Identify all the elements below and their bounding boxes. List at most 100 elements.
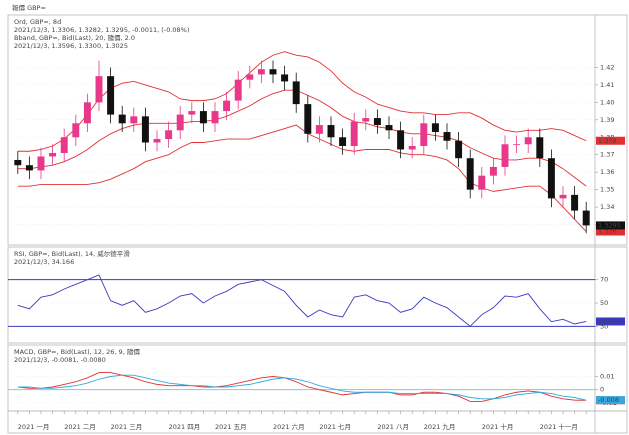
- candle-body: [246, 74, 254, 80]
- candle-body: [501, 144, 509, 167]
- last-value-label: 1.378: [598, 137, 617, 145]
- candle-body: [269, 69, 277, 75]
- last-value-label: 1.3295: [598, 221, 621, 229]
- candle-body: [571, 194, 579, 211]
- candle-body: [397, 130, 405, 150]
- page-header: 報價 GBP=: [12, 3, 46, 12]
- candle-body: [107, 76, 115, 115]
- y-tick-label: 0: [600, 386, 604, 394]
- candle-body: [304, 104, 312, 134]
- candle-body: [408, 146, 416, 150]
- rsi-panel: [7, 246, 628, 344]
- candle-body: [478, 175, 486, 190]
- last-value-label: 1.326: [598, 228, 617, 236]
- time-axis: [7, 410, 628, 434]
- series-line: [17, 124, 587, 232]
- y-tick-label: 1.35: [600, 186, 614, 194]
- candle-body: [327, 125, 335, 138]
- candle-body: [489, 166, 497, 176]
- candle-body: [49, 152, 57, 157]
- candle-body: [559, 194, 567, 199]
- last-value-label: -0.008: [598, 396, 619, 404]
- y-tick-label: 50: [600, 299, 608, 307]
- candle-body: [153, 139, 161, 143]
- info-line: 2021/12/3, -0.0081, -0.0080: [14, 356, 106, 364]
- candle-body: [141, 116, 149, 143]
- candle-body: [72, 123, 80, 138]
- last-value-box: [596, 136, 625, 145]
- candle-body: [373, 118, 381, 126]
- y-tick-label: 1.34: [600, 203, 614, 211]
- candle-body: [339, 137, 347, 146]
- x-tick-label: 2021 一月: [18, 423, 50, 431]
- candle-body: [466, 158, 474, 190]
- y-tick-label: 30: [600, 322, 608, 330]
- y-tick-label: 70: [600, 276, 608, 284]
- candle-body: [37, 156, 45, 171]
- candle-body: [165, 130, 173, 140]
- candle-body: [315, 125, 323, 134]
- candle-body: [385, 125, 393, 131]
- candle-body: [350, 121, 358, 146]
- x-tick-label: 2021 六月: [273, 422, 305, 431]
- candle-body: [281, 74, 289, 82]
- candle-body: [431, 123, 439, 133]
- y-tick-label: 1.36: [600, 168, 614, 176]
- y-tick-label: 1.41: [600, 81, 614, 89]
- y-tick-label: 1.37: [600, 151, 614, 159]
- info-line: Ord, GBP=, 8d: [14, 18, 61, 26]
- y-tick-label: 0.01: [600, 373, 614, 381]
- last-value-box: [596, 227, 625, 236]
- last-value-box: [596, 317, 625, 326]
- candle-body: [524, 137, 532, 145]
- candle-body: [536, 137, 544, 159]
- x-tick-label: 2021 二月: [64, 423, 96, 431]
- x-tick-label: 2021 十一月: [540, 422, 578, 431]
- candle-body: [95, 76, 103, 103]
- series-line: [17, 274, 587, 327]
- x-tick-label: 2021 三月: [111, 423, 143, 431]
- candle-body: [130, 116, 138, 124]
- info-line: Bband, GBP=, Bid(Last), 20, 隨價, 2.0: [14, 33, 135, 42]
- candle-body: [234, 79, 242, 101]
- candle-body: [188, 111, 196, 115]
- x-tick-label: 2021 七月: [319, 422, 351, 431]
- last-value-box: [596, 221, 625, 230]
- x-tick-label: 2021 四月: [169, 423, 201, 431]
- x-tick-label: 2021 九月: [424, 422, 456, 431]
- series-line: [17, 89, 587, 187]
- series-line: [17, 374, 587, 401]
- info-line: 2021/12/3, 34.166: [14, 258, 74, 266]
- price-panel: [7, 14, 628, 246]
- candle-body: [25, 165, 33, 171]
- y-tick-label: 1.42: [600, 63, 614, 71]
- candle-body: [83, 102, 91, 124]
- y-tick-label: 1.39: [600, 116, 614, 124]
- candle-body: [513, 144, 521, 146]
- x-tick-label: 2021 五月: [215, 423, 247, 431]
- candle-body: [547, 158, 555, 199]
- x-tick-label: 2021 八月: [377, 423, 409, 431]
- candle-body: [118, 114, 126, 124]
- candle-body: [443, 132, 451, 141]
- candle-body: [582, 210, 590, 226]
- y-tick-label: 1.40: [600, 98, 614, 106]
- candle-body: [14, 159, 22, 166]
- last-value-label: 34.166: [598, 317, 621, 325]
- info-line: RSI, GBP=, Bid(Last), 14, 威尔德平滑: [14, 249, 130, 258]
- last-value-box: [596, 396, 625, 405]
- info-line: MACD, GBP=, Bid(Last), 12, 26, 9, 隨價: [14, 347, 140, 356]
- candle-body: [223, 100, 231, 112]
- candle-body: [176, 114, 184, 131]
- candle-body: [455, 140, 463, 159]
- candle-body: [292, 81, 300, 105]
- candle-body: [199, 111, 207, 124]
- info-line: 2021/12/3, 1.3306, 1.3282, 1.3295, -0.00…: [14, 26, 189, 34]
- candle-body: [60, 137, 68, 153]
- candle-body: [362, 118, 370, 122]
- candle-body: [420, 123, 428, 146]
- candle-body: [211, 111, 219, 124]
- info-line: 2021/12/3, 1.3596, 1.3300, 1.3025: [14, 42, 128, 50]
